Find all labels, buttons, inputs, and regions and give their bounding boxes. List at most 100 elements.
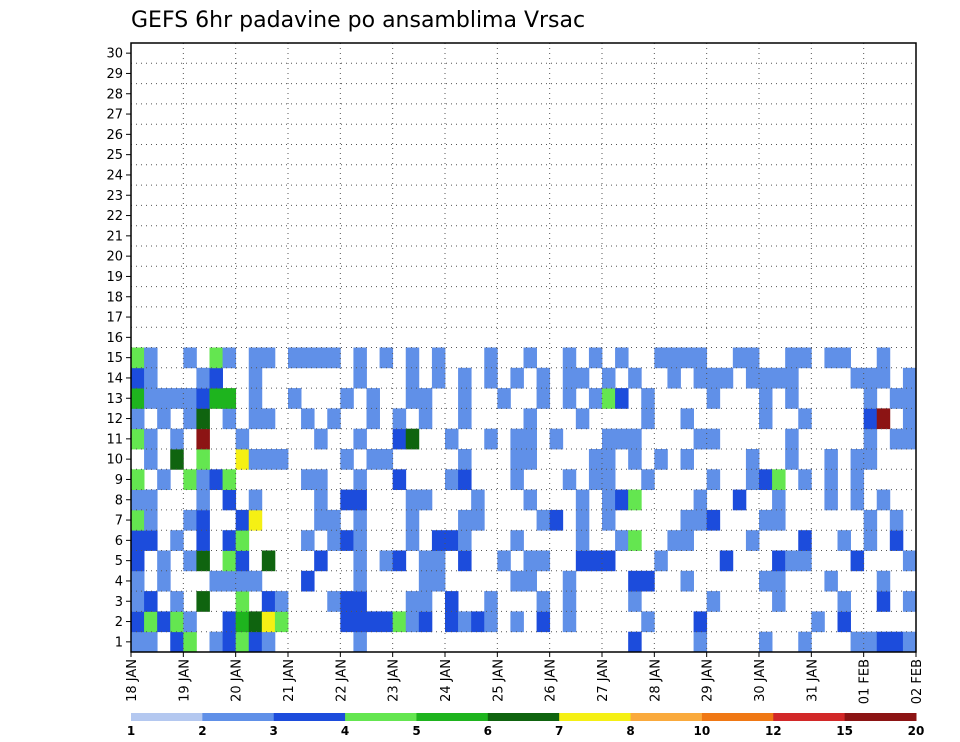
y-tick-label: 7	[115, 514, 123, 529]
x-tick-label: 22 JAN	[334, 659, 349, 702]
precip-cell	[759, 570, 773, 592]
precip-cell	[274, 449, 289, 470]
precip-cell	[261, 550, 276, 572]
precip-cell	[863, 367, 878, 389]
precip-cell	[196, 509, 210, 531]
precip-cell	[314, 347, 328, 369]
precip-cell	[523, 489, 537, 511]
precip-cell	[575, 489, 590, 511]
precip-cell	[314, 489, 328, 511]
precip-cell	[510, 530, 524, 551]
precip-cell	[588, 347, 603, 369]
precip-cell	[314, 428, 328, 450]
precip-cell	[340, 591, 354, 612]
precip-cell	[196, 449, 210, 470]
precip-cell	[379, 347, 394, 369]
precip-cell	[235, 631, 250, 653]
precip-cell	[157, 469, 171, 490]
precip-cell	[745, 367, 760, 389]
precip-cell	[693, 347, 708, 369]
y-tick-label: 5	[115, 554, 123, 569]
precip-cell	[641, 611, 655, 633]
precip-cell	[183, 388, 197, 409]
precip-cell	[353, 591, 367, 612]
precip-cell	[693, 509, 708, 531]
precip-cell	[902, 408, 917, 430]
precip-cell	[732, 347, 747, 369]
precip-cell	[588, 449, 603, 470]
precip-cell	[261, 631, 276, 653]
precip-cell	[667, 530, 681, 551]
precip-cell	[405, 509, 420, 531]
y-tick-label: 17	[106, 311, 123, 326]
precip-cell	[131, 550, 145, 572]
colorbar-swatch	[773, 713, 846, 721]
precip-cell	[850, 469, 865, 490]
precip-cell	[484, 347, 498, 369]
precip-cell	[170, 428, 184, 450]
precip-cell	[588, 469, 603, 490]
precip-cell	[654, 449, 668, 470]
precip-cell	[379, 611, 394, 633]
precip-cell	[248, 367, 263, 389]
precip-cell	[445, 611, 459, 633]
precip-cell	[562, 570, 577, 592]
precip-cell	[759, 631, 773, 653]
precip-cell	[235, 611, 250, 633]
precip-cell	[471, 489, 485, 511]
precip-cell	[131, 611, 145, 633]
precip-cell	[745, 469, 760, 490]
precip-cell	[235, 591, 250, 612]
precip-cell	[484, 367, 498, 389]
precip-cell	[863, 631, 878, 653]
precip-cell	[418, 570, 433, 592]
precip-cell	[222, 530, 237, 551]
x-tick-label: 25 JAN	[491, 659, 506, 702]
precip-cell	[340, 388, 354, 409]
precip-cell	[144, 530, 158, 551]
precip-cell	[314, 509, 328, 531]
precip-cell	[889, 530, 904, 551]
precip-cell	[183, 408, 197, 430]
precip-cell	[144, 631, 158, 653]
precip-cell	[235, 509, 250, 531]
precip-cell	[667, 347, 681, 369]
precip-cell	[536, 611, 551, 633]
x-tick-label: 20 JAN	[230, 659, 245, 702]
colorbar-label: 7	[555, 724, 563, 738]
precip-cell	[863, 449, 878, 470]
precip-cell	[131, 367, 145, 389]
precip-cell	[680, 570, 694, 592]
precip-cell	[562, 347, 577, 369]
precip-cell	[876, 347, 891, 369]
precip-cell	[497, 550, 511, 572]
precip-cell	[693, 631, 708, 653]
colorbar-swatch	[416, 713, 489, 721]
colorbar-swatch	[131, 713, 203, 721]
precip-cell	[261, 449, 276, 470]
precip-cell	[196, 550, 210, 572]
precip-cell	[850, 550, 865, 572]
precip-cell	[588, 550, 603, 572]
precip-cell	[418, 489, 433, 511]
x-tick-label: 01 FEB	[858, 659, 873, 704]
precip-cell	[418, 408, 433, 430]
x-tick-label: 19 JAN	[177, 659, 192, 702]
precip-cell	[798, 550, 812, 572]
precip-cell	[353, 570, 367, 592]
precip-cell	[248, 449, 263, 470]
precip-cell	[144, 509, 158, 531]
precip-cell	[863, 530, 878, 551]
precip-cell	[301, 347, 315, 369]
precip-cell	[719, 550, 734, 572]
precip-cell	[706, 509, 721, 531]
y-tick-label: 16	[106, 331, 123, 346]
precip-cell	[183, 611, 197, 633]
precip-cell	[170, 591, 184, 612]
y-tick-label: 2	[115, 615, 123, 630]
colorbar-label: 8	[626, 724, 634, 738]
precip-cell	[536, 367, 551, 389]
precip-cell	[602, 469, 616, 490]
precip-cell	[392, 611, 407, 633]
precip-cell	[693, 489, 708, 511]
